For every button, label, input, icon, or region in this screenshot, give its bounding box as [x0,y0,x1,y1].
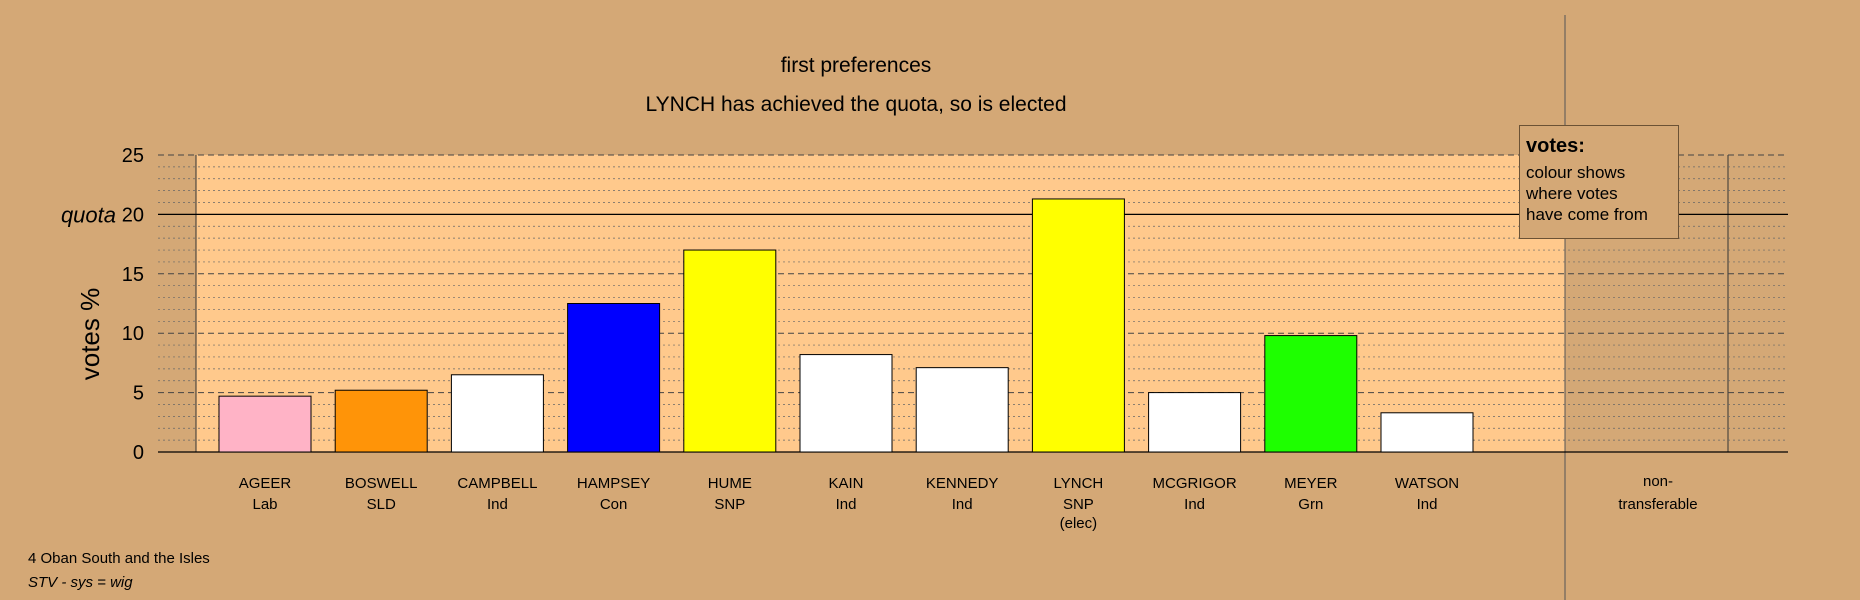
bar-meyer [1264,335,1358,453]
legend-title: votes: [1526,135,1585,157]
candidate-party-label: Lab [252,496,277,513]
bar-kennedy [915,367,1009,453]
candidate-note-label: (elec) [1060,515,1098,532]
candidate-party-label: Con [600,496,628,513]
candidate-party-label: SNP [1063,496,1094,513]
candidate-name-label: BOSWELL [345,475,418,492]
candidate-name-label: WATSON [1395,475,1459,492]
candidate-party-label: Ind [836,496,857,513]
legend: votes: colour shows where votes have com… [1519,125,1679,239]
candidate-name-label: MCGRIGOR [1153,475,1237,492]
bars [218,198,1474,453]
y-tick-label: 0 [133,442,144,464]
y-tick-label: 25 [122,145,144,167]
y-axis: 0 5 10 15 20 25 quota [61,145,144,464]
bar-lynch [1031,198,1125,453]
bar-kain [799,354,893,453]
legend-text-line: colour shows [1526,163,1626,182]
bar-mcgrigor [1148,392,1242,453]
y-tick-label: 20 [122,204,144,226]
bar-ageer [218,395,312,453]
bar-watson [1380,412,1474,453]
candidate-name-label: CAMPBELL [457,475,537,492]
voting-system: STV - sys = wig [28,574,133,591]
candidate-name-label: HUME [708,475,752,492]
legend-text-line: have come from [1526,205,1648,224]
candidate-name-label: AGEER [239,475,292,492]
candidate-name-label: LYNCH [1054,475,1104,492]
nontransferable-label: non- [1643,473,1673,490]
bar-boswell [334,389,428,453]
x-axis-labels: AGEER Lab BOSWELL SLD CAMPBELL Ind HAMPSEY Con H… [239,473,1698,532]
candidate-name-label: KENNEDY [926,475,999,492]
ward-name: 4 Oban South and the Isles [28,550,210,567]
candidate-party-label: Ind [1184,496,1205,513]
candidate-name-label: HAMPSEY [577,475,650,492]
candidate-party-label: SNP [714,496,745,513]
y-tick-label: 5 [133,383,144,405]
candidate-party-label: Ind [952,496,973,513]
candidate-party-label: SLD [367,496,396,513]
y-tick-label: 15 [122,264,144,286]
candidate-party-label: Ind [487,496,508,513]
legend-text-line: where votes [1526,184,1618,203]
y-tick-label: 10 [122,323,144,345]
candidate-name-label: MEYER [1284,475,1338,492]
bar-hume [683,249,777,453]
nontransferable-label: transferable [1618,496,1697,513]
chart-title: first preferences [781,54,932,77]
candidate-name-label: KAIN [828,475,863,492]
quota-label: quota [61,202,116,227]
bar-campbell [450,374,544,453]
bar-hampsey [567,303,661,453]
y-axis-label: votes % [75,288,105,381]
chart-subtitle: LYNCH has achieved the quota, so is elec… [645,93,1066,116]
candidate-party-label: Ind [1417,496,1438,513]
candidate-party-label: Grn [1298,496,1323,513]
